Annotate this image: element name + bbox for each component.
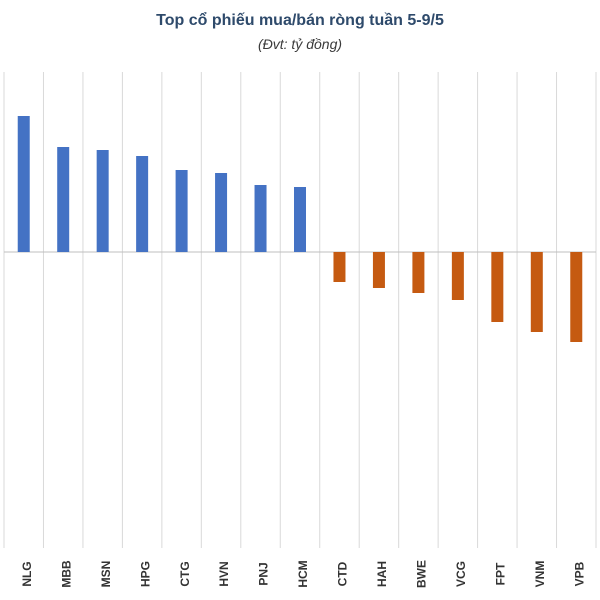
bar-hvn — [215, 173, 228, 252]
x-tick-label: CTG — [178, 561, 192, 586]
x-tick-label: VPB — [572, 561, 586, 586]
x-tick-label: PNJ — [257, 562, 271, 585]
bar-hah — [372, 252, 385, 288]
bar-vcg — [451, 252, 464, 300]
chart-subtitle: (Đvt: tỷ đồng) — [257, 36, 343, 52]
bar-vpb — [570, 252, 583, 342]
x-tick-label: HVN — [217, 561, 231, 586]
grid-lines — [3, 72, 597, 548]
bar-hpg — [136, 156, 149, 252]
bars — [17, 116, 583, 342]
x-tick-label: HCM — [296, 560, 310, 587]
x-tick-label: NLG — [20, 561, 34, 586]
x-tick-label: HPG — [138, 561, 152, 587]
bar-ctd — [333, 252, 346, 282]
bar-mbb — [57, 147, 70, 252]
x-tick-label: MSN — [99, 561, 113, 588]
x-tick-label: VNM — [533, 561, 547, 588]
bar-fpt — [491, 252, 504, 322]
x-tick-label: BWE — [415, 560, 429, 588]
bar-ctg — [175, 170, 188, 252]
x-tick-label: MBB — [59, 560, 73, 588]
bar-msn — [96, 150, 109, 252]
x-tick-labels: NLG MBB MSN HPG CTG HVN PNJ HCM CTD HAH BWE VCG FPT V… — [20, 560, 587, 588]
chart-title: Top cổ phiếu mua/bán ròng tuần 5-9/5 — [156, 12, 444, 29]
x-tick-label: VCG — [454, 561, 468, 587]
bar-vnm — [530, 252, 543, 332]
bar-bwe — [412, 252, 425, 293]
x-tick-label: FPT — [494, 562, 508, 585]
x-tick-label: CTD — [336, 561, 350, 586]
bar-pnj — [254, 185, 267, 252]
x-tick-label: HAH — [375, 561, 389, 587]
bar-nlg — [17, 116, 30, 252]
bar-hcm — [294, 187, 306, 252]
